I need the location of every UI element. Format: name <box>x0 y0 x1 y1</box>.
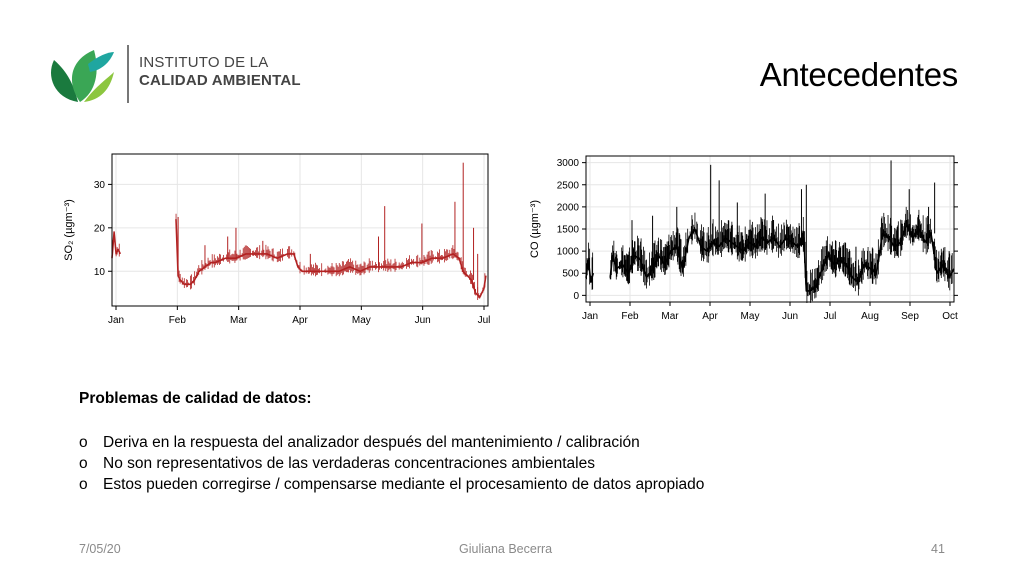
logo-text: INSTITUTO DE LA CALIDAD AMBIENTAL <box>139 54 301 90</box>
x-tick-label: Jan <box>108 315 124 326</box>
problems-list: o Deriva en la respuesta del analizador d… <box>79 432 959 495</box>
y-tick-label: 0 <box>573 291 579 302</box>
logo-line-2: CALIDAD AMBIENTAL <box>139 72 301 89</box>
footer-date: 7/05/20 <box>79 542 121 556</box>
list-item-text: Estos pueden corregirse / compensarse me… <box>103 476 705 493</box>
problems-heading: Problemas de calidad de datos: <box>79 390 312 407</box>
y-tick-label: 2500 <box>557 180 580 191</box>
x-tick-label: Feb <box>169 315 187 326</box>
bullet-icon: o <box>79 434 88 451</box>
list-item: o Deriva en la respuesta del analizador d… <box>79 432 959 453</box>
institute-logo: INSTITUTO DE LA CALIDAD AMBIENTAL <box>44 40 344 106</box>
footer-page-number: 41 <box>931 542 945 556</box>
x-tick-label: Jan <box>582 311 598 322</box>
footer-author: Giuliana Becerra <box>459 542 553 556</box>
logo-line-1: INSTITUTO DE LA <box>139 54 269 71</box>
y-tick-label: 500 <box>562 269 579 280</box>
co-chart: 0 500 1000 1500 2000 2500 3000 Jan Feb Mar Apr May J… <box>522 142 962 332</box>
y-tick-label: 30 <box>94 180 106 191</box>
so2-chart-svg: 10 20 30 Jan Feb Mar Apr May Jun Jul SO₂ (µgm⁻³) <box>63 153 491 326</box>
y-tick-label: 1000 <box>557 247 580 258</box>
list-item: o Estos pueden corregirse / compensarse m… <box>79 474 959 495</box>
y-tick-label: 20 <box>94 223 106 234</box>
list-item-text: Deriva en la respuesta del analizador de… <box>103 434 640 451</box>
x-tick-label: Jul <box>478 315 491 326</box>
x-tick-label: Jun <box>782 311 798 322</box>
so2-chart: 10 20 30 Jan Feb Mar Apr May Jun Jul SO₂ (µgm⁻³) <box>56 140 496 336</box>
x-tick-label: May <box>741 311 760 322</box>
bullet-icon: o <box>79 455 88 472</box>
logo-divider <box>127 45 129 103</box>
x-tick-label: Sep <box>901 311 919 322</box>
list-item: o No son representativos de las verdadera… <box>79 453 959 474</box>
x-tick-label: Jun <box>415 315 431 326</box>
y-tick-label: 10 <box>94 267 106 278</box>
y-tick-label: 2000 <box>557 202 580 213</box>
slide-title: Antecedentes <box>759 56 959 93</box>
x-tick-label: Mar <box>230 315 248 326</box>
co-chart-svg: 0 500 1000 1500 2000 2500 3000 Jan Feb Mar Apr May J… <box>529 155 958 322</box>
x-tick-label: Aug <box>861 311 879 322</box>
bullet-icon: o <box>79 476 88 493</box>
x-tick-label: Feb <box>621 311 639 322</box>
y-tick-label: 3000 <box>557 158 580 169</box>
x-tick-label: Jul <box>824 311 837 322</box>
x-tick-label: Oct <box>942 311 958 322</box>
x-tick-label: Apr <box>702 311 718 322</box>
y-axis-label: CO (µgm⁻³) <box>529 200 541 258</box>
problems-section: Problemas de calidad de datos: o Deriva e… <box>79 390 959 495</box>
y-axis-label: SO₂ (µgm⁻³) <box>63 199 75 261</box>
x-tick-label: May <box>352 315 371 326</box>
y-tick-label: 1500 <box>557 225 580 236</box>
x-tick-label: Mar <box>661 311 679 322</box>
list-item-text: No son representativos de las verdaderas… <box>103 455 595 472</box>
leaf-icon <box>51 50 114 102</box>
x-tick-label: Apr <box>292 315 308 326</box>
